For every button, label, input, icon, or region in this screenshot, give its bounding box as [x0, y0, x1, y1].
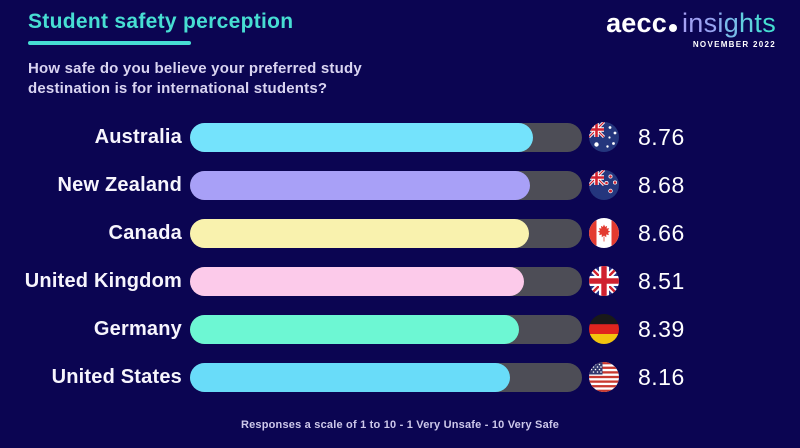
brand-insights-text: insights: [681, 8, 776, 38]
score-value: 8.76: [638, 123, 685, 150]
score-value: 8.66: [638, 219, 685, 246]
brand-dot-icon: [668, 23, 677, 32]
bar-track: [190, 122, 582, 152]
bar-track: [190, 362, 582, 392]
country-label: United Kingdom: [24, 269, 182, 292]
flag-australia-icon: [589, 122, 619, 152]
score-value: 8.68: [638, 171, 685, 198]
country-row: United States 8.16: [20, 353, 685, 401]
bar-track: [190, 218, 582, 248]
bar-track: [190, 314, 582, 344]
brand-logo: aecc insights NOVEMBER 2022: [606, 8, 776, 49]
bar-fill: [190, 170, 531, 200]
bar-track: [190, 170, 582, 200]
country-label: United States: [51, 365, 182, 388]
country-row: Canada 8.66: [20, 209, 685, 257]
title-underline: [28, 41, 191, 45]
bar-chart: Australia 8.76 New Zealand 8.68 Canada 8…: [20, 113, 685, 401]
survey-question: How safe do you believe your preferred s…: [28, 60, 362, 98]
bar-track: [190, 266, 582, 296]
score-value: 8.51: [638, 267, 685, 294]
page-title: Student safety perception: [28, 10, 294, 33]
bar-fill: [190, 218, 530, 248]
country-row: Germany 8.39: [20, 305, 685, 353]
brand-aecc-text: aecc: [606, 8, 667, 38]
country-row: United Kingdom 8.51: [20, 257, 685, 305]
country-label: Germany: [93, 317, 182, 340]
flag-united-kingdom-icon: [589, 266, 619, 296]
scale-note: Responses a scale of 1 to 10 - 1 Very Un…: [240, 419, 560, 431]
score-value: 8.39: [638, 315, 685, 342]
bar-fill: [190, 266, 524, 296]
brand-wordmark: aecc insights: [606, 8, 776, 39]
country-label: Canada: [108, 221, 182, 244]
country-row: Australia 8.76: [20, 113, 685, 161]
country-label: New Zealand: [57, 173, 182, 196]
brand-date: NOVEMBER 2022: [692, 40, 776, 49]
bar-fill: [190, 122, 534, 152]
flag-new-zealand-icon: [589, 170, 619, 200]
flag-united-states-icon: [589, 362, 619, 392]
bar-fill: [190, 314, 519, 344]
country-label: Australia: [94, 125, 182, 148]
flag-canada-icon: [589, 218, 619, 248]
flag-germany-icon: [589, 314, 619, 344]
score-value: 8.16: [638, 363, 685, 390]
bar-fill: [190, 362, 510, 392]
country-row: New Zealand 8.68: [20, 161, 685, 209]
